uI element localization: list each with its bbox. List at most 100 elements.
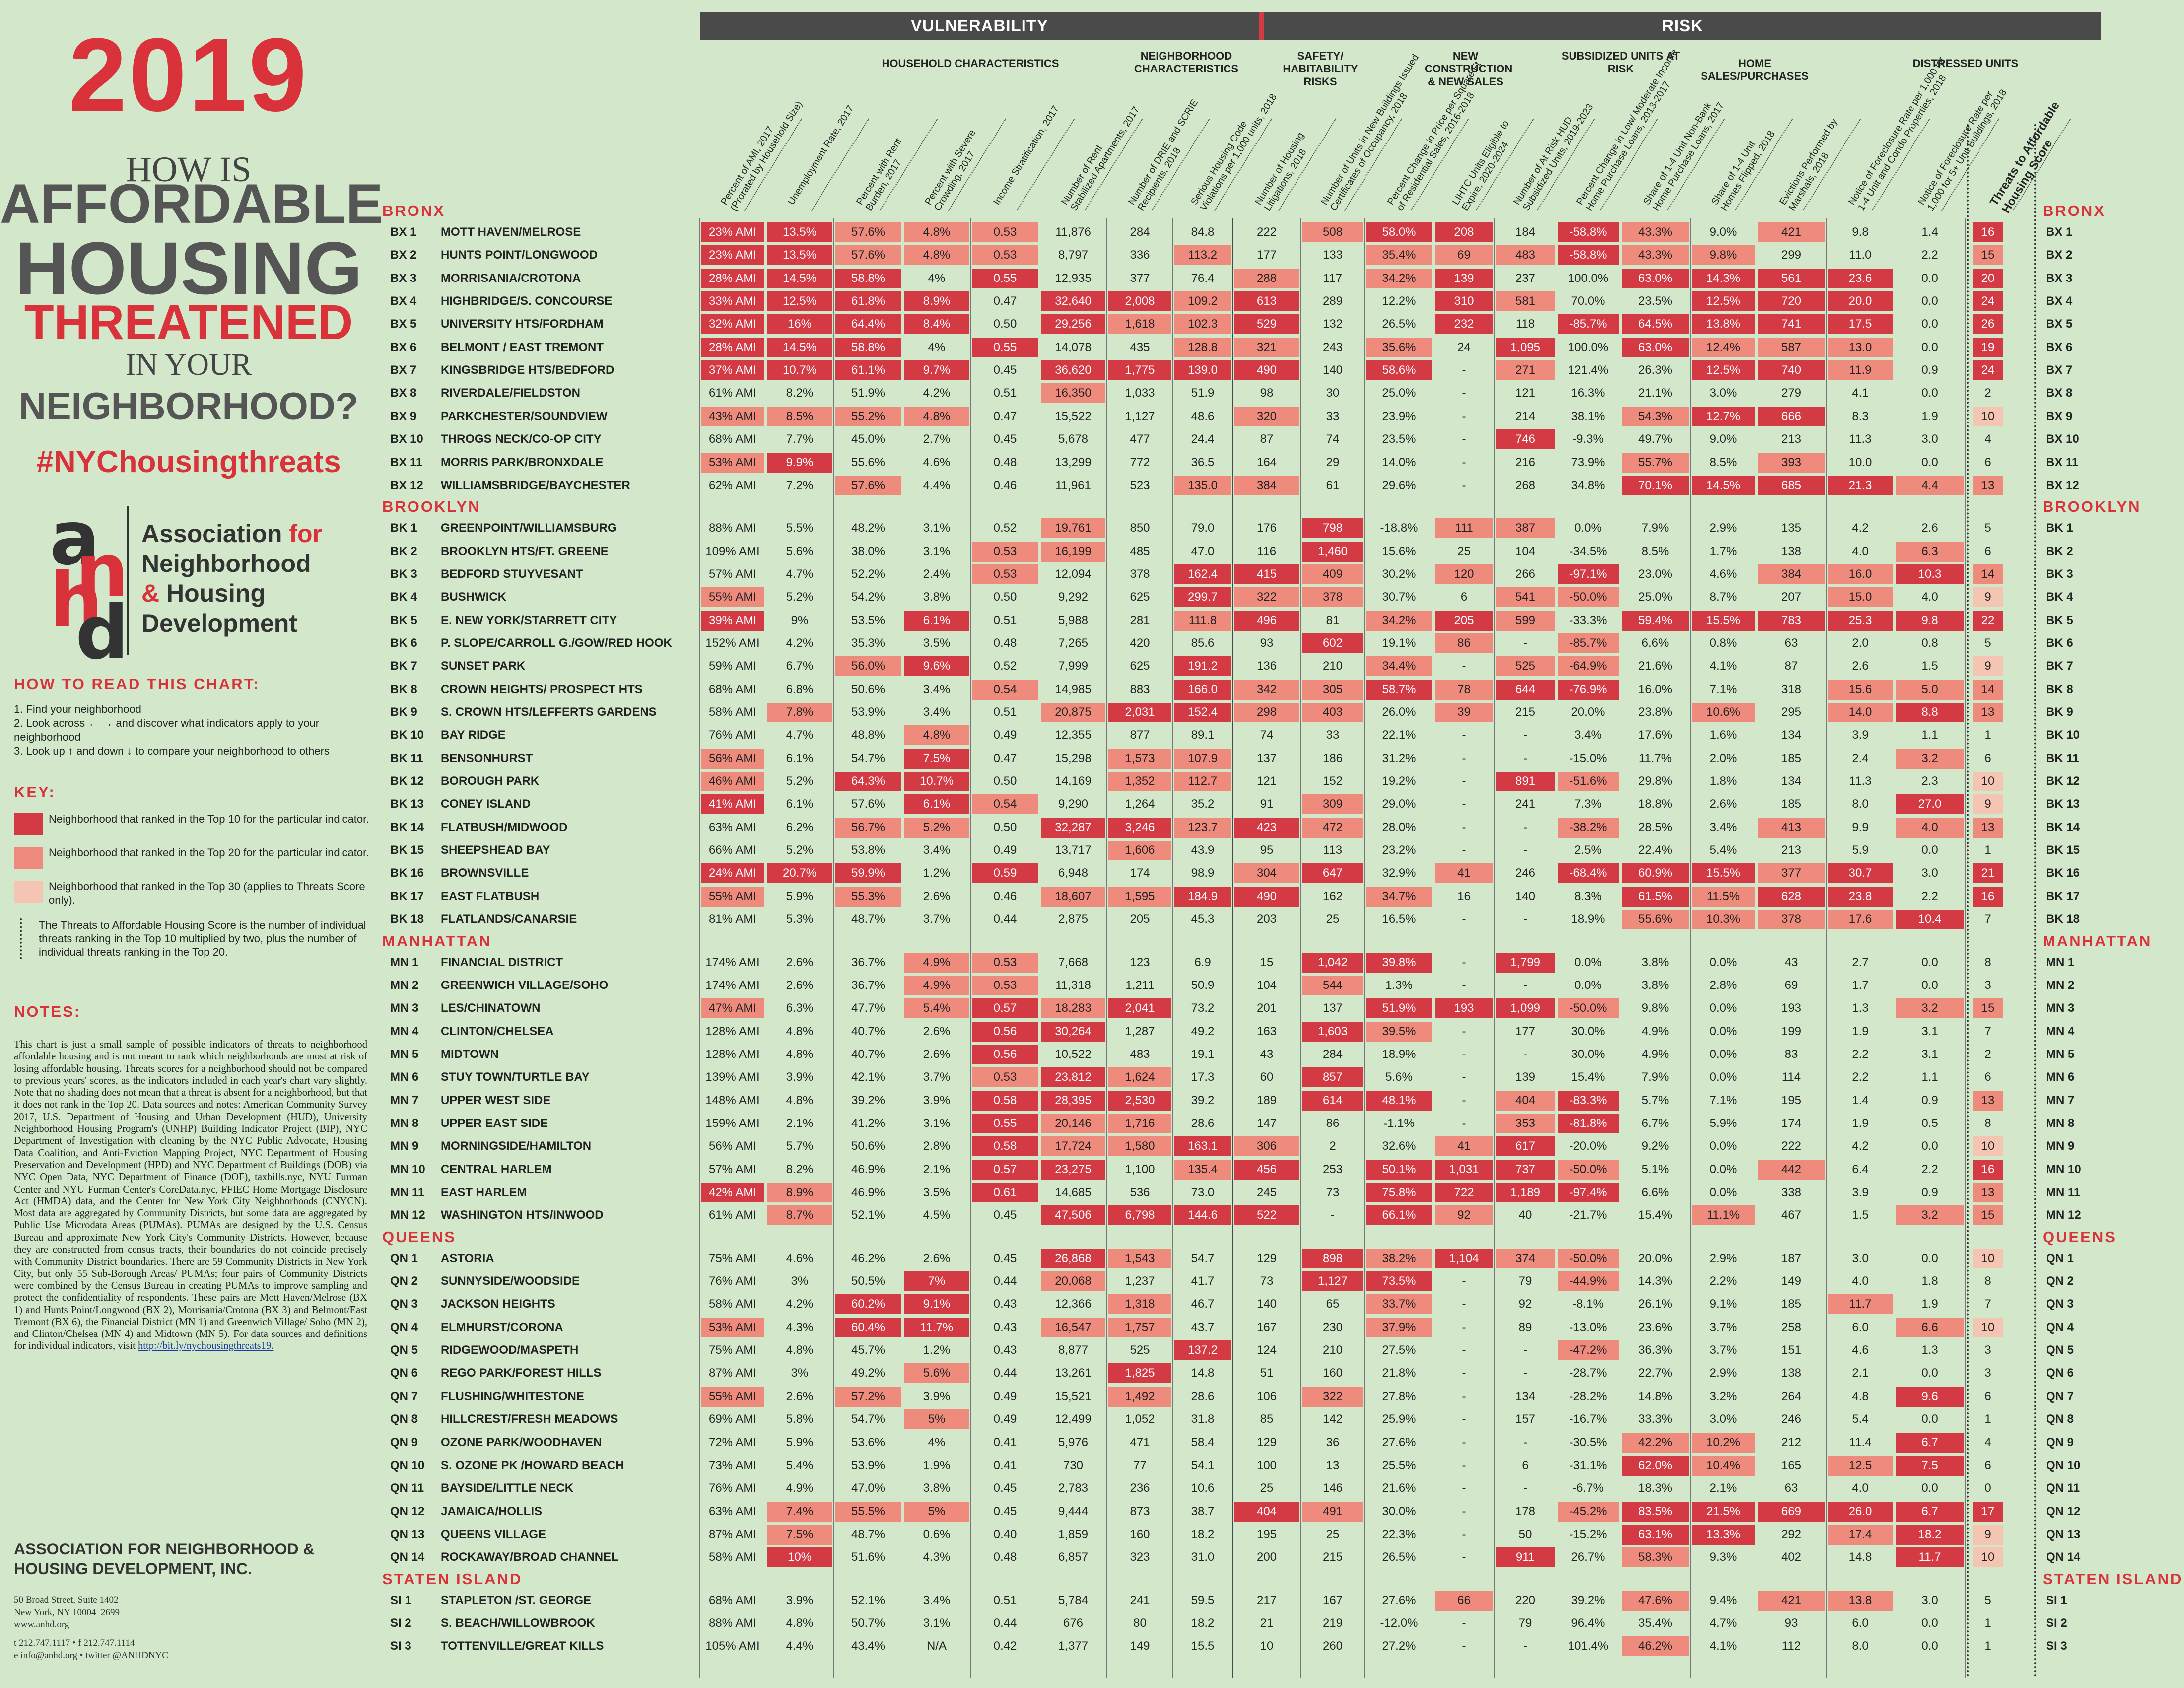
- table-row[interactable]: QN 7 FLUSHING/WHITESTONE 55% AMI 2.6% 57.2% 3…: [0, 1385, 2184, 1408]
- table-cell: 8.9%: [767, 1183, 832, 1202]
- table-row[interactable]: SI 1 STAPLETON /ST. GEORGE 68% AMI 3.9% 52.1…: [0, 1589, 2184, 1612]
- table-row[interactable]: QN 1 ASTORIA 75% AMI 4.6% 46.2% 2.6% 0.45 26,86…: [0, 1247, 2184, 1270]
- table-row[interactable]: BK 3 BEDFORD STUYVESANT 57% AMI 4.7% 52.2% 2.…: [0, 563, 2184, 586]
- district-code-right: BK 7: [2046, 659, 2073, 673]
- table-row[interactable]: QN 10 S. OZONE PK /HOWARD BEACH 73% AMI 5.4…: [0, 1454, 2184, 1477]
- table-row[interactable]: BK 5 E. NEW YORK/STARRETT CITY 39% AMI 9% 53…: [0, 609, 2184, 632]
- table-row[interactable]: BX 4 HIGHBRIDGE/S. CONCOURSE 33% AMI 12.5% 6…: [0, 290, 2184, 313]
- table-row[interactable]: BX 8 RIVERDALE/FIELDSTON 61% AMI 8.2% 51.9% 4…: [0, 382, 2184, 405]
- notes-link[interactable]: http://bit.ly/nychousingthreats19.: [137, 1340, 274, 1352]
- table-cell: 5%: [904, 1501, 969, 1522]
- table-cell: 38.2%: [1366, 1248, 1432, 1268]
- table-row[interactable]: BK 2 BROOKLYN HTS/FT. GREENE 109% AMI 5.6% 3…: [0, 540, 2184, 563]
- table-row[interactable]: BX 2 HUNTS POINT/LONGWOOD 23% AMI 13.5% 57.6…: [0, 244, 2184, 267]
- table-row[interactable]: MN 11 EAST HARLEM 42% AMI 8.9% 46.9% 3.5% 0.61…: [0, 1181, 2184, 1204]
- table-cell: 8: [1984, 955, 1991, 969]
- table-cell: 47.0: [1191, 544, 1215, 558]
- table-row[interactable]: SI 2 S. BEACH/WILLOWBROOK 88% AMI 4.8% 50.7%…: [0, 1612, 2184, 1635]
- district-code-right: SI 2: [2046, 1616, 2067, 1630]
- table-cell: 730: [1063, 1458, 1084, 1472]
- table-row[interactable]: MN 1 FINANCIAL DISTRICT 174% AMI 2.6% 36.7% 4…: [0, 951, 2184, 974]
- table-cell: -81.8%: [1558, 1113, 1619, 1133]
- table-cell: 5.9: [1852, 844, 1869, 857]
- table-cell: 189: [1256, 1093, 1277, 1107]
- table-row[interactable]: BK 18 FLATLANDS/CANARSIE 81% AMI 5.3% 48.7% 3…: [0, 908, 2184, 931]
- table-row[interactable]: SI 3 TOTTENVILLE/GREAT KILLS 105% AMI 4.4% 4…: [0, 1635, 2184, 1658]
- table-cell: 3.9%: [923, 1093, 951, 1107]
- footer-web[interactable]: www.anhd.org: [14, 1619, 69, 1630]
- table-row[interactable]: MN 6 STUY TOWN/TURTLE BAY 139% AMI 3.9% 42.1…: [0, 1066, 2184, 1089]
- table-row[interactable]: BX 6 BELMONT / EAST TREMONT 28% AMI 14.5% 58…: [0, 336, 2184, 359]
- table-cell: 6.6%: [1641, 1186, 1669, 1199]
- table-row[interactable]: BX 7 KINGSBRIDGE HTS/BEDFORD 37% AMI 10.7% 6…: [0, 359, 2184, 382]
- table-cell: 321: [1234, 337, 1299, 357]
- key-swatch-top10: [14, 813, 43, 835]
- table-row[interactable]: BK 7 SUNSET PARK 59% AMI 6.7% 56.0% 9.6% 0.52 7…: [0, 655, 2184, 678]
- table-cell: 25: [1260, 1481, 1274, 1495]
- table-cell: 4.8%: [786, 1047, 814, 1061]
- table-row[interactable]: QN 9 OZONE PARK/WOODHAVEN 72% AMI 5.9% 53.6%…: [0, 1431, 2184, 1454]
- table-row[interactable]: QN 2 SUNNYSIDE/WOODSIDE 76% AMI 3% 50.5% 7% 0.…: [0, 1270, 2184, 1293]
- table-cell: 3.4%: [923, 844, 951, 857]
- table-row[interactable]: QN 3 JACKSON HEIGHTS 58% AMI 4.2% 60.2% 9.1% 0…: [0, 1293, 2184, 1316]
- table-row[interactable]: MN 4 CLINTON/CHELSEA 128% AMI 4.8% 40.7% 2.6%…: [0, 1020, 2184, 1043]
- table-row[interactable]: BX 10 THROGS NECK/CO-OP CITY 68% AMI 7.7% 45…: [0, 428, 2184, 451]
- table-cell: -: [1523, 978, 1527, 992]
- table-row[interactable]: BK 11 BENSONHURST 56% AMI 6.1% 54.7% 7.5% 0.47…: [0, 747, 2184, 770]
- table-row[interactable]: BX 11 MORRIS PARK/BRONXDALE 53% AMI 9.9% 55.…: [0, 451, 2184, 474]
- table-row[interactable]: BX 5 UNIVERSITY HTS/FORDHAM 32% AMI 16% 64.4…: [0, 313, 2184, 336]
- table-row[interactable]: BX 1 MOTT HAVEN/MELROSE 23% AMI 13.5% 57.6% 4…: [0, 221, 2184, 244]
- table-row[interactable]: BK 15 SHEEPSHEAD BAY 66% AMI 5.2% 53.8% 3.4% 0…: [0, 839, 2184, 862]
- table-row[interactable]: BK 6 P. SLOPE/CARROLL G./GOW/RED HOOK 152%…: [0, 632, 2184, 655]
- table-row[interactable]: MN 2 GREENWICH VILLAGE/SOHO 174% AMI 2.6% 36…: [0, 974, 2184, 997]
- district-name: CENTRAL HARLEM: [441, 1162, 552, 1176]
- table-cell: 1.9: [1921, 409, 1938, 423]
- table-row[interactable]: MN 7 UPPER WEST SIDE 148% AMI 4.8% 39.2% 3.9%…: [0, 1089, 2184, 1112]
- table-cell: 140: [1256, 1297, 1277, 1311]
- table-row[interactable]: QN 13 QUEENS VILLAGE 87% AMI 7.5% 48.7% 0.6% 0…: [0, 1523, 2184, 1546]
- table-row[interactable]: BK 17 EAST FLATBUSH 55% AMI 5.9% 55.3% 2.6% 0.…: [0, 885, 2184, 908]
- table-cell: 6: [1984, 1458, 1991, 1472]
- table-row[interactable]: MN 12 WASHINGTON HTS/INWOOD 61% AMI 8.7% 52.…: [0, 1204, 2184, 1227]
- table-row[interactable]: BK 14 FLATBUSH/MIDWOOD 63% AMI 6.2% 56.7% 5.2…: [0, 816, 2184, 839]
- table-row[interactable]: MN 5 MIDTOWN 128% AMI 4.8% 40.7% 2.6% 0.56 10,5…: [0, 1043, 2184, 1066]
- table-cell: 442: [1758, 1159, 1825, 1180]
- table-row[interactable]: BK 12 BOROUGH PARK 46% AMI 5.2% 64.3% 10.7% 0.…: [0, 770, 2184, 793]
- table-row[interactable]: BX 12 WILLIAMSBRIDGE/BAYCHESTER 62% AMI 7.2…: [0, 474, 2184, 497]
- table-row[interactable]: BK 13 CONEY ISLAND 41% AMI 6.1% 57.6% 6.1% 0.5…: [0, 793, 2184, 816]
- table-cell: 14.3%: [1638, 1274, 1673, 1288]
- table-cell: 132: [1322, 317, 1343, 331]
- table-row[interactable]: QN 5 RIDGEWOOD/MASPETH 75% AMI 4.8% 45.7% 1.2…: [0, 1339, 2184, 1362]
- table-row[interactable]: QN 4 ELMHURST/CORONA 53% AMI 4.3% 60.4% 11.7%…: [0, 1316, 2184, 1339]
- table-row[interactable]: BK 9 S. CROWN HTS/LEFFERTS GARDENS 58% AMI…: [0, 701, 2184, 724]
- table-row[interactable]: QN 11 BAYSIDE/LITTLE NECK 76% AMI 4.9% 47.0%…: [0, 1477, 2184, 1500]
- table-row[interactable]: QN 14 ROCKAWAY/BROAD CHANNEL 58% AMI 10% 51.…: [0, 1546, 2184, 1569]
- table-cell: 3.8%: [923, 590, 951, 604]
- table-row[interactable]: MN 8 UPPER EAST SIDE 159% AMI 2.1% 41.2% 3.1%…: [0, 1112, 2184, 1135]
- table-row[interactable]: BK 1 GREENPOINT/WILLIAMSBURG 88% AMI 5.5% 48…: [0, 517, 2184, 540]
- table-cell: 3.9%: [786, 1593, 814, 1607]
- table-cell: 1: [1984, 1412, 1991, 1426]
- table-row[interactable]: QN 12 JAMAICA/HOLLIS 63% AMI 7.4% 55.5% 5% 0.4…: [0, 1500, 2184, 1523]
- table-cell: 18.9%: [1382, 1047, 1416, 1061]
- org-name: Association for Neighborhood & Housing D…: [141, 519, 322, 638]
- table-cell: 15.5: [1191, 1639, 1215, 1653]
- table-row[interactable]: BK 16 BROWNSVILLE 24% AMI 20.7% 59.9% 1.2% 0.5…: [0, 862, 2184, 885]
- table-row[interactable]: QN 8 HILLCREST/FRESH MEADOWS 69% AMI 5.8% 54…: [0, 1408, 2184, 1431]
- table-row[interactable]: BK 4 BUSHWICK 55% AMI 5.2% 54.2% 3.8% 0.50 9,29…: [0, 586, 2184, 609]
- table-row[interactable]: MN 9 MORNINGSIDE/HAMILTON 56% AMI 5.7% 50.6%…: [0, 1135, 2184, 1158]
- table-cell: 29.8%: [1638, 774, 1673, 788]
- column-header: Evictions Performed by Marshals, 2018: [1777, 116, 1840, 213]
- table-row[interactable]: MN 3 LES/CHINATOWN 47% AMI 6.3% 47.7% 5.4% 0.5…: [0, 997, 2184, 1020]
- table-cell: 4: [1984, 432, 1991, 446]
- table-row[interactable]: BX 3 MORRISANIA/CROTONA 28% AMI 14.5% 58.8% 4…: [0, 267, 2184, 290]
- table-cell: 10: [1973, 772, 2003, 792]
- table-row[interactable]: BX 9 PARKCHESTER/SOUNDVIEW 43% AMI 8.5% 55.2…: [0, 405, 2184, 428]
- table-row[interactable]: QN 6 REGO PARK/FOREST HILLS 87% AMI 3% 49.2%…: [0, 1362, 2184, 1385]
- table-row[interactable]: BK 10 BAY RIDGE 76% AMI 4.7% 48.8% 4.8% 0.49 12…: [0, 724, 2184, 747]
- table-row[interactable]: BK 8 CROWN HEIGHTS/ PROSPECT HTS 68% AMI 6.…: [0, 678, 2184, 701]
- table-cell: 22.3%: [1382, 1527, 1416, 1541]
- district-code: BX 8: [390, 386, 417, 400]
- table-row[interactable]: MN 10 CENTRAL HARLEM 57% AMI 8.2% 46.9% 2.1% 0…: [0, 1158, 2184, 1181]
- district-code-right: QN 8: [2046, 1412, 2074, 1426]
